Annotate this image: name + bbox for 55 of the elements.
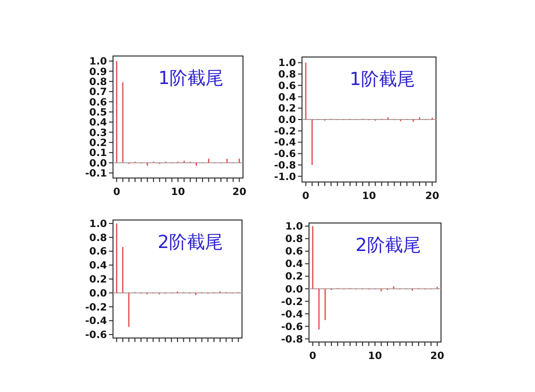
y-tick-label: -0.4: [274, 138, 296, 149]
y-tick-label: -0.2: [85, 302, 108, 314]
text: 1阶截尾: [158, 68, 224, 89]
y-tick-label: -0.4: [281, 309, 304, 320]
y-tick-label: 0.8: [89, 232, 108, 244]
x-tick-label: 10: [362, 191, 376, 202]
y-tick-label: -0.6: [85, 330, 108, 342]
y-tick-label: 0.2: [89, 138, 108, 149]
y-tick-label: -0.2: [274, 126, 296, 138]
y-tick-label: 0.2: [285, 272, 304, 283]
y-tick-label: 0.8: [285, 234, 304, 246]
y-tick-label: 0.0: [89, 158, 108, 170]
y-tick-label: 0.8: [89, 76, 108, 88]
y-tick-label: 1.0: [278, 58, 296, 70]
y-tick-label: -0.8: [281, 334, 304, 346]
y-tick-label: 0.3: [89, 128, 108, 139]
y-tick-label: -0.4: [85, 316, 108, 328]
y-tick-label: 0.1: [89, 148, 108, 160]
y-tick-label: 0.6: [89, 97, 108, 108]
y-tick-label: -0.6: [274, 149, 296, 160]
text: 2阶截尾: [355, 235, 421, 256]
y-tick-label: 0.5: [89, 107, 108, 118]
y-tick-label: 1.0: [89, 218, 108, 230]
x-tick-label: 0: [113, 187, 120, 198]
y-tick-label: 0.0: [285, 284, 304, 296]
x-tick-label: 0: [302, 191, 310, 202]
y-tick-label: 0.4: [285, 259, 304, 270]
y-tick-label: 1.0: [285, 222, 304, 233]
y-tick-label: 0.2: [89, 274, 108, 286]
text: 1阶截尾: [350, 69, 416, 90]
y-tick-label: -0.6: [281, 322, 304, 333]
y-tick-label: 0.0: [278, 115, 296, 126]
y-tick-label: 0.9: [89, 66, 108, 78]
y-tick-label: 0.2: [278, 104, 296, 115]
y-tick-label: 0.0: [89, 288, 108, 300]
x-tick-label: 20: [425, 191, 440, 202]
y-tick-label: 0.6: [278, 80, 296, 92]
x-tick-label: 20: [430, 351, 444, 362]
y-tick-label: 0.4: [89, 260, 108, 272]
y-tick-label: 0.4: [278, 92, 296, 104]
x-tick-label: 10: [171, 187, 185, 198]
x-tick-label: 0: [309, 351, 316, 362]
text: 2阶截尾: [158, 232, 224, 253]
y-tick-label: 1.0: [89, 56, 108, 68]
y-tick-label: 0.8: [278, 70, 296, 81]
y-tick-label: 0.6: [285, 246, 304, 258]
y-tick-label: 0.7: [89, 87, 108, 98]
y-tick-label: 0.6: [89, 246, 108, 258]
y-tick-label: 0.4: [89, 118, 108, 129]
y-tick-label: -0.1: [85, 168, 108, 180]
y-tick-label: -0.8: [274, 160, 296, 172]
y-tick-label: -0.2: [281, 296, 304, 308]
x-tick-label: 10: [368, 351, 382, 362]
y-tick-label: -1.0: [274, 172, 296, 183]
x-tick-label: 20: [232, 187, 246, 198]
